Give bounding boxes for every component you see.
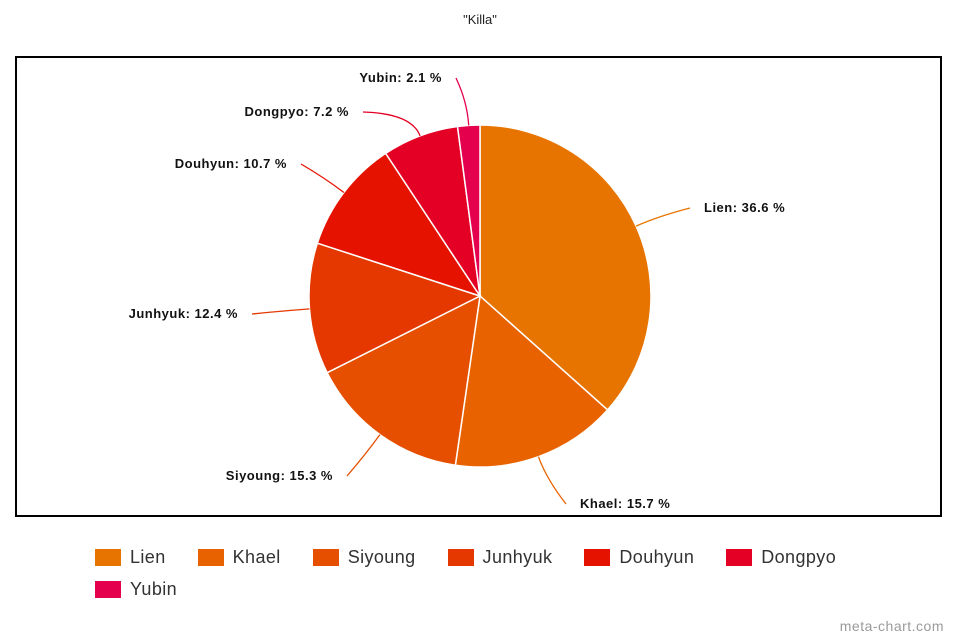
slice-label-siyoung: Siyoung: 15.3 %	[226, 468, 333, 483]
chart-title: "Killa"	[463, 12, 497, 27]
slice-label-dongpyo: Dongpyo: 7.2 %	[244, 104, 349, 119]
legend-swatch-yubin	[95, 580, 121, 598]
legend-label-junhyuk: Junhyuk	[482, 546, 553, 567]
slice-label-yubin: Yubin: 2.1 %	[359, 70, 442, 85]
pie-slice-junhyuk[interactable]	[308, 242, 482, 374]
slice-label-lien: Lien: 36.6 %	[704, 200, 785, 215]
legend-swatch-lien	[95, 548, 121, 566]
legend-swatch-khael	[197, 548, 224, 566]
legend-item-lien[interactable]: Lien	[95, 546, 166, 568]
leader-line-douhyun	[300, 163, 345, 193]
legend-label-siyoung: Siyoung	[347, 546, 416, 567]
leader-line-siyoung	[346, 434, 381, 477]
legend-swatch-douhyun	[584, 548, 611, 566]
legend-item-khael[interactable]: Khael	[197, 546, 281, 568]
leader-line-yubin	[455, 77, 470, 126]
legend-label-yubin: Yubin	[130, 578, 178, 599]
slice-label-khael: Khael: 15.7 %	[580, 496, 670, 511]
legend-item-junhyuk[interactable]: Junhyuk	[447, 546, 553, 568]
legend-swatch-dongpyo	[726, 548, 753, 566]
pie-slices	[308, 124, 652, 468]
plot-frame	[15, 56, 942, 517]
pie-slice-lien[interactable]	[479, 124, 652, 411]
slice-labels: Lien: 36.6 % Khael: 15.7 % Siyoung: 15.3 %…	[129, 70, 785, 511]
pie-slice-douhyun[interactable]	[316, 152, 482, 298]
legend-swatch-siyoung	[312, 548, 339, 566]
legend-item-douhyun[interactable]: Douhyun	[584, 546, 694, 568]
legend-item-yubin[interactable]: Yubin	[95, 578, 177, 600]
legend-label-lien: Lien	[130, 546, 166, 567]
watermark: meta-chart.com	[839, 618, 944, 634]
legend-item-siyoung[interactable]: Siyoung	[312, 546, 416, 568]
leader-line-junhyuk	[251, 308, 310, 315]
legend-label-douhyun: Douhyun	[619, 546, 695, 567]
legend: Lien Khael Siyoung Junhyuk Douhyun Dongpyo Yub…	[95, 546, 915, 600]
leader-line-lien	[635, 207, 691, 227]
leader-lines	[251, 77, 691, 505]
legend-label-dongpyo: Dongpyo	[761, 546, 837, 567]
legend-swatch-junhyuk	[447, 548, 474, 566]
leader-line-dongpyo	[362, 111, 421, 137]
legend-item-dongpyo[interactable]: Dongpyo	[726, 546, 836, 568]
leader-line-khael	[537, 456, 567, 505]
slice-label-douhyun: Douhyun: 10.7 %	[175, 156, 287, 171]
slice-label-junhyuk: Junhyuk: 12.4 %	[129, 306, 238, 321]
legend-label-khael: Khael	[232, 546, 281, 567]
